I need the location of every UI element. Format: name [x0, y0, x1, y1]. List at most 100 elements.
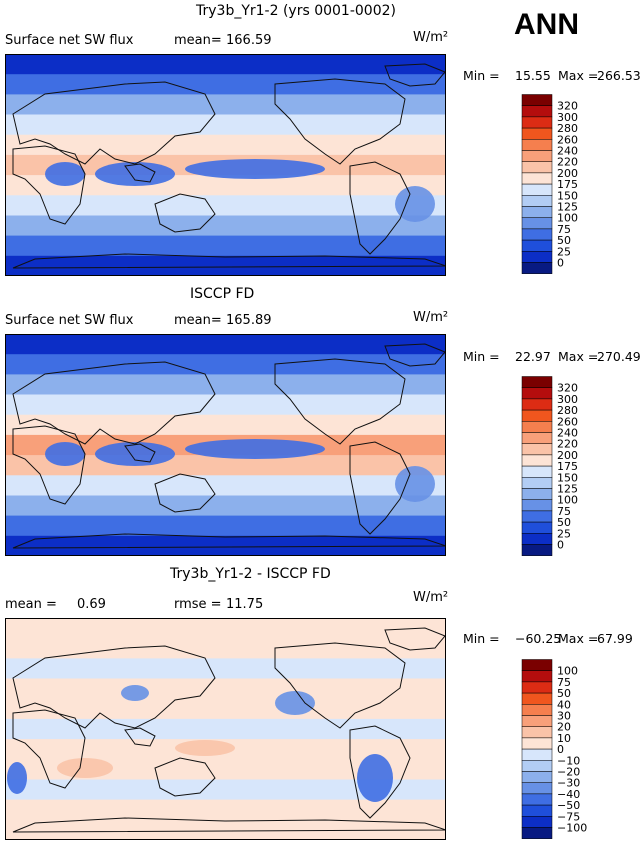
coastline-2: [154, 193, 216, 233]
colorbar-tick-label: −75: [557, 810, 580, 823]
panel-2-min-value: 22.97: [515, 349, 551, 364]
coastline-2: [154, 473, 216, 513]
field-blob-1: [357, 754, 393, 802]
colorbar-box-15: [521, 544, 553, 556]
colorbar-box-8: [521, 183, 553, 196]
panel-2-map: [5, 334, 446, 556]
colorbar-tick-label: 25: [557, 245, 571, 258]
colorbar-box-10: [521, 771, 553, 783]
field-blob-3: [45, 442, 85, 466]
colorbar-tick-label: 25: [557, 527, 571, 540]
colorbar-box-11: [521, 499, 553, 512]
panel-3-units: W/m²: [413, 590, 449, 605]
coastline-6: [124, 443, 156, 463]
field-band-7: [5, 195, 446, 217]
colorbar-tick-label: −50: [557, 799, 580, 812]
colorbar-tick-label: 0: [557, 743, 564, 756]
colorbar-box-13: [521, 521, 553, 534]
season-label: ANN: [514, 8, 579, 41]
colorbar-box-1: [521, 670, 553, 683]
field-band-0: [5, 618, 446, 639]
panel-1-mean-label: mean=: [174, 33, 222, 48]
colorbar-box-1: [521, 387, 553, 400]
field-blob-0: [185, 439, 325, 459]
colorbar-tick-label: 200: [557, 167, 578, 180]
colorbar-tick-label: 75: [557, 676, 571, 689]
field-blob-3: [45, 162, 85, 186]
colorbar-box-7: [521, 454, 553, 467]
colorbar-tick-label: 75: [557, 505, 571, 518]
field-band-0: [5, 54, 446, 75]
field-band-1: [5, 74, 446, 95]
colorbar-tick-label: 200: [557, 449, 578, 462]
field-band-1: [5, 354, 446, 375]
colorbar-tick-label: 30: [557, 710, 571, 723]
coastline-1: [12, 709, 86, 789]
colorbar-tick-label: 125: [557, 201, 578, 214]
colorbar-box-15: [521, 262, 553, 274]
colorbar-box-3: [521, 692, 553, 705]
colorbar-tick-label: 240: [557, 145, 578, 158]
colorbar-box-4: [521, 421, 553, 433]
colorbar-tick-label: 220: [557, 438, 578, 451]
field-blob-0: [185, 159, 325, 179]
field-band-7: [5, 759, 446, 781]
field-band-4: [5, 414, 446, 436]
coastline-6: [124, 163, 156, 183]
colorbar-box-1: [521, 105, 553, 118]
field-band-2: [5, 658, 446, 680]
field-band-9: [5, 235, 446, 257]
colorbar-box-7: [521, 737, 553, 750]
coastline-3: [274, 642, 406, 729]
field-blob-2: [121, 685, 149, 701]
colorbar-box-10: [521, 206, 553, 218]
colorbar-box-2: [521, 398, 553, 411]
panel-3-rmse-label: rmse =: [174, 597, 222, 612]
panel-1-title: Try3b_Yr1-2 (yrs 0001-0002): [196, 3, 396, 19]
colorbar-box-2: [521, 681, 553, 694]
colorbar-box-0: [521, 659, 553, 671]
coastline-6: [124, 727, 156, 747]
colorbar-box-5: [521, 150, 553, 162]
colorbar-tick-label: 100: [557, 212, 578, 225]
colorbar-tick-label: 100: [557, 494, 578, 507]
panel-3-min-value: −60.25: [515, 631, 562, 646]
colorbar-box-4: [521, 139, 553, 151]
coastline-4: [349, 161, 411, 255]
coastline-3: [274, 358, 406, 445]
colorbar-box-8: [521, 465, 553, 478]
colorbar-tick-label: 260: [557, 415, 578, 428]
colorbar-tick-label: 10: [557, 732, 571, 745]
map-frame: [5, 334, 446, 556]
panel-1-max-value: 266.53: [597, 68, 641, 83]
panel-2-units: W/m²: [413, 310, 449, 325]
colorbar-tick-label: −100: [557, 822, 587, 835]
colorbar-tick-label: 320: [557, 100, 578, 113]
panel-1-units: W/m²: [413, 30, 449, 45]
panel-1-min-value: 15.55: [515, 68, 551, 83]
colorbar-box-12: [521, 510, 553, 523]
colorbar-box-12: [521, 793, 553, 806]
coastline-0: [12, 361, 216, 445]
coastline-5: [384, 63, 446, 87]
colorbar-box-11: [521, 217, 553, 230]
field-band-2: [5, 374, 446, 396]
colorbar-tick-label: 300: [557, 393, 578, 406]
colorbar-tick-label: 280: [557, 404, 578, 417]
panel-3-max-value: 67.99: [597, 631, 633, 646]
colorbar-tick-label: 100: [557, 665, 578, 678]
colorbar-box-13: [521, 239, 553, 252]
panel-3-rmse-value: 11.75: [226, 597, 264, 612]
field-blob-1: [95, 442, 175, 466]
colorbar-box-3: [521, 127, 553, 140]
colorbar-tick-label: −10: [557, 754, 580, 767]
coastline-4: [349, 441, 411, 535]
panel-1-variable: Surface net SW flux: [5, 33, 134, 48]
panel-2-min-label: Min =: [463, 349, 500, 364]
panel-3-mean-value: 0.69: [77, 597, 106, 612]
field-band-9: [5, 515, 446, 537]
colorbar-box-0: [521, 94, 553, 106]
colorbar-tick-label: 150: [557, 189, 578, 202]
colorbar-box-13: [521, 804, 553, 817]
colorbar-box-9: [521, 477, 553, 489]
